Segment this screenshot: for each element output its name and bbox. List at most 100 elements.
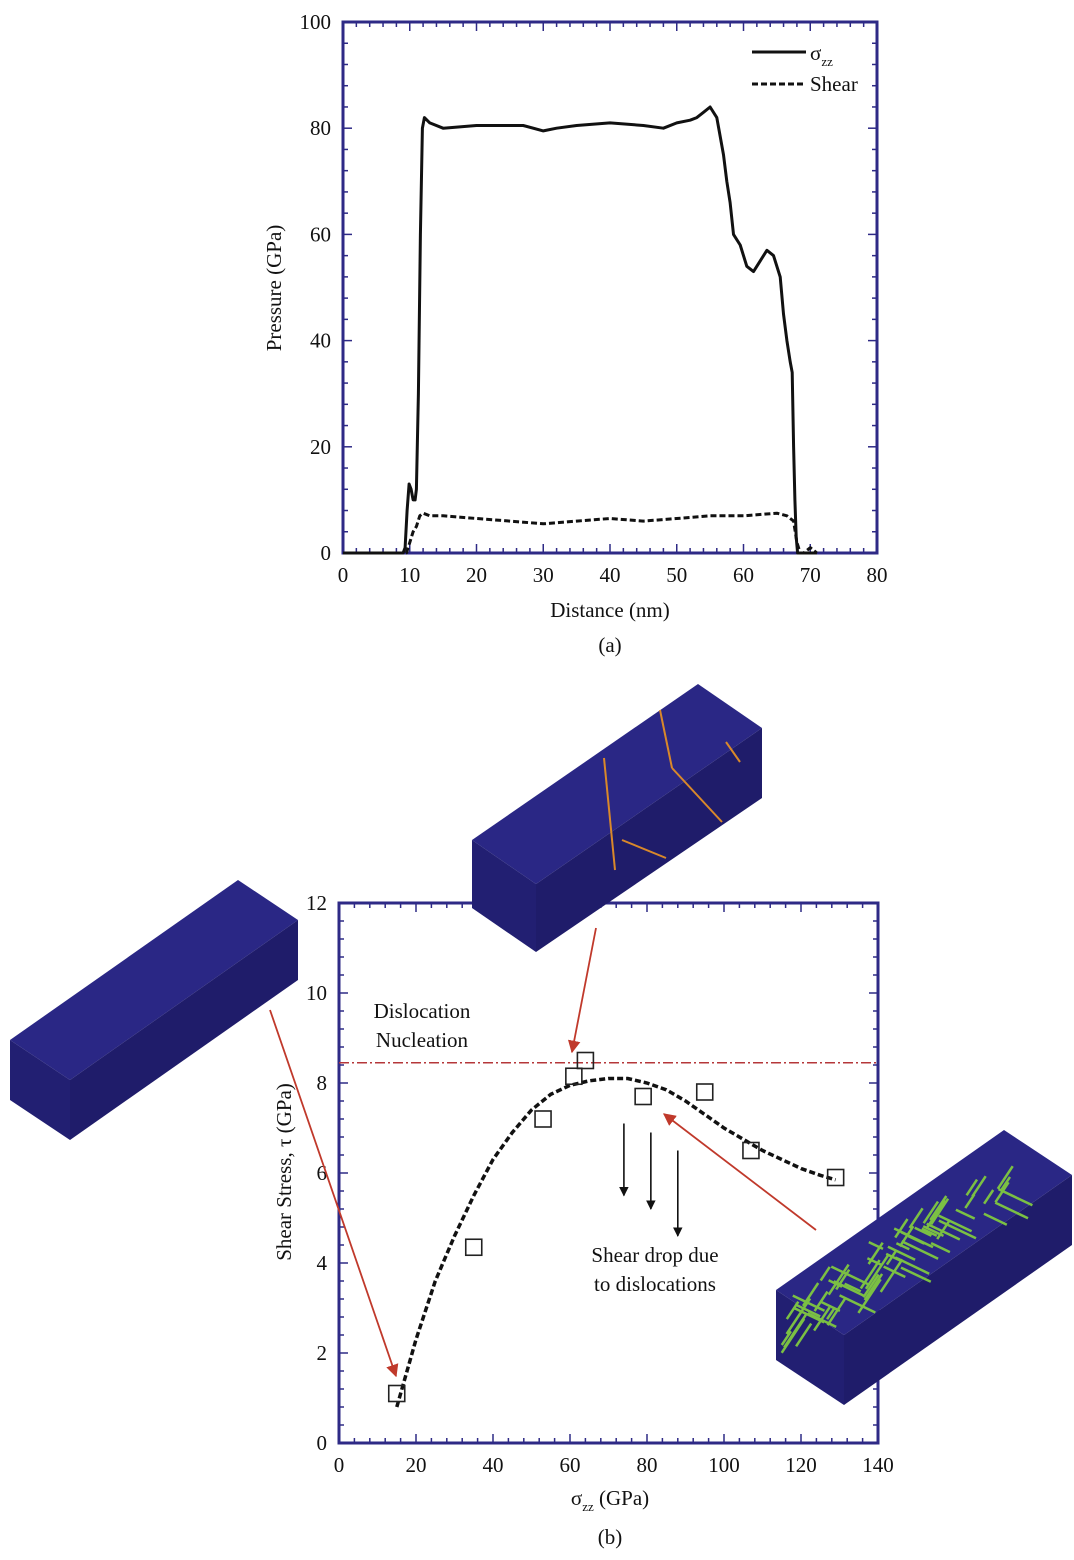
legend-shear-label: Shear [810, 72, 858, 96]
defect-segment [792, 1294, 826, 1312]
arrow-right-to-point [662, 1113, 817, 1231]
nucleation-label-line2: Nucleation [376, 1028, 469, 1052]
x-tick-label-a: 60 [733, 563, 754, 587]
x-tick-label-a: 0 [338, 563, 349, 587]
defect-segment [983, 1212, 1008, 1226]
data-point [576, 1051, 595, 1070]
defect-segment [994, 1181, 1010, 1203]
x-tick-label-b: 100 [708, 1453, 740, 1477]
series-sigma-zz-line [343, 105, 817, 555]
panel-label-b: (b) [598, 1525, 623, 1549]
data-point [826, 1168, 845, 1187]
y-axis-label-b: Shear Stress, τ (GPa) [272, 1083, 296, 1261]
defect-segment [864, 1254, 890, 1290]
defect-segment [908, 1207, 924, 1229]
defect-segment [922, 1200, 940, 1224]
block-image-left [10, 880, 298, 1140]
series-shear-line [343, 511, 818, 555]
defect-segment [900, 1231, 926, 1245]
shear-drop-label-line1: Shear drop due [591, 1243, 718, 1267]
block-image-right [776, 1130, 1072, 1405]
y-tick-label-b: 0 [317, 1431, 328, 1455]
defect-segment [994, 1201, 1029, 1220]
defect-segment [794, 1303, 821, 1318]
defect-segment [1000, 1176, 1012, 1191]
y-tick-label-b: 12 [306, 891, 327, 915]
y-tick-label-b: 4 [317, 1251, 328, 1275]
y-tick-label-a: 40 [310, 329, 331, 353]
x-axis-label-b: σzz (GPa) [571, 1486, 649, 1514]
y-tick-label-b: 2 [317, 1341, 328, 1365]
x-tick-label-b: 120 [785, 1453, 817, 1477]
arrow-left-to-point [269, 1009, 399, 1378]
x-axis-label-a: Distance (nm) [550, 598, 670, 622]
y-tick-label-a: 100 [300, 10, 332, 34]
data-point [634, 1087, 652, 1106]
x-tick-label-a: 30 [533, 563, 554, 587]
defect-segment [819, 1266, 831, 1282]
defect-segment [983, 1189, 995, 1205]
defect-segment [898, 1225, 915, 1248]
block-image-top [472, 684, 762, 952]
data-point [534, 1110, 552, 1128]
defect-segment [830, 1265, 870, 1286]
defect-segment [826, 1297, 847, 1326]
defect-segment [813, 1290, 829, 1312]
data-point [464, 1238, 483, 1257]
defect-segment [879, 1258, 904, 1293]
x-tick-label-a: 50 [666, 563, 687, 587]
defect-segment [844, 1282, 862, 1293]
x-tick-label-b: 20 [406, 1453, 427, 1477]
data-point [565, 1067, 583, 1086]
defect-segment [785, 1297, 812, 1335]
x-tick-label-b: 40 [483, 1453, 504, 1477]
y-tick-label-b: 6 [317, 1161, 328, 1185]
data-point [387, 1384, 406, 1403]
defect-segment [955, 1208, 976, 1220]
defect-segment [938, 1219, 977, 1240]
x-tick-label-b: 140 [862, 1453, 894, 1477]
defect-segment [900, 1266, 932, 1283]
y-tick-label-a: 20 [310, 435, 331, 459]
defect-segment [929, 1195, 948, 1221]
defect-segment [835, 1269, 851, 1291]
defect-segment [827, 1263, 850, 1296]
x-tick-label-a: 10 [399, 563, 420, 587]
defect-segment [887, 1245, 916, 1261]
y-tick-label-a: 80 [310, 116, 331, 140]
defect-segment [901, 1240, 939, 1260]
fit-curve [395, 1076, 837, 1408]
defect-segment [971, 1175, 987, 1198]
defect-segment [859, 1259, 881, 1290]
defect-segment [866, 1257, 883, 1267]
x-tick-label-a: 70 [800, 563, 821, 587]
defect-segment [894, 1256, 930, 1275]
defect-segment [930, 1198, 950, 1225]
shear-drop-label-line2: to dislocations [594, 1272, 716, 1296]
plot-frame-a [341, 20, 879, 555]
arrow-top-to-point [567, 927, 597, 1054]
x-tick-label-a: 80 [867, 563, 888, 587]
defect-segment [921, 1227, 938, 1237]
y-tick-label-b: 10 [306, 981, 327, 1005]
legend-a: σzz Shear [752, 41, 858, 96]
defect-segment [938, 1214, 973, 1233]
defect-segment [930, 1241, 951, 1254]
nucleation-label-line1: Dislocation [374, 999, 471, 1023]
defect-segment [867, 1242, 884, 1265]
x-tick-label-b: 80 [637, 1453, 658, 1477]
defect-segment [783, 1313, 808, 1349]
data-point [695, 1083, 714, 1101]
defect-segment [857, 1278, 882, 1314]
defect-segment [925, 1199, 947, 1230]
defect-segment [914, 1226, 932, 1237]
defect-segment [862, 1273, 880, 1298]
y-tick-label-a: 0 [321, 541, 332, 565]
defect-segment [895, 1242, 910, 1251]
y-axis-label-a: Pressure (GPa) [262, 225, 286, 352]
defect-segment [807, 1312, 837, 1329]
data-point [742, 1141, 760, 1160]
